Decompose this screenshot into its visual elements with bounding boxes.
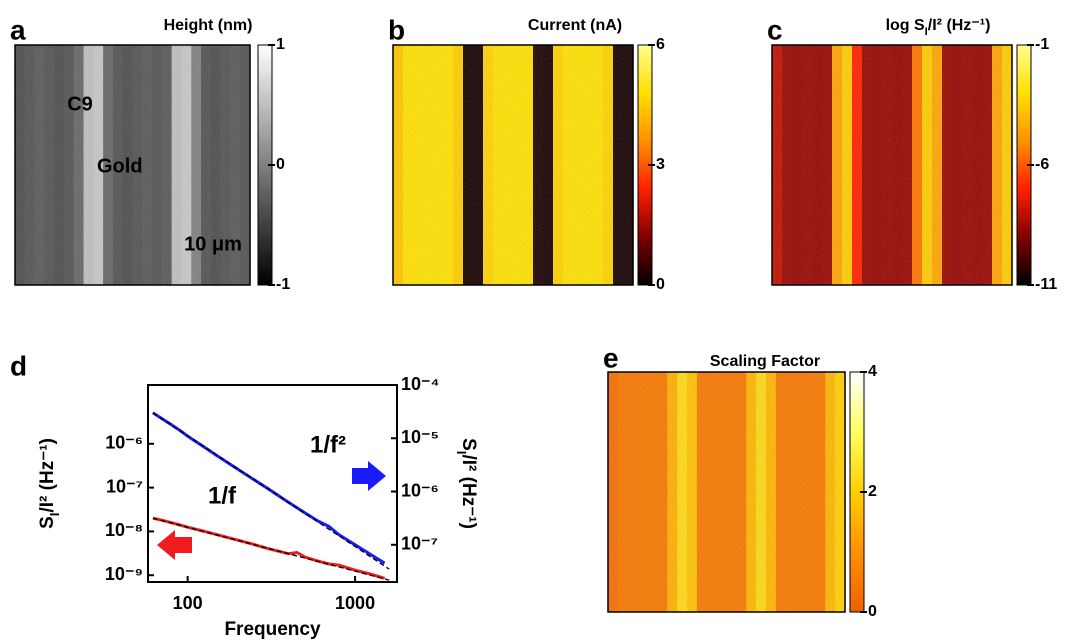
panel-letter: a <box>10 14 26 45</box>
map-texture <box>393 45 633 285</box>
y-axis-label-part: /I² (Hz⁻¹) <box>37 438 58 512</box>
left-axis-arrow <box>157 530 192 560</box>
panel-title: Height (nm) <box>164 17 253 34</box>
y-axis-label-part: I <box>47 513 62 517</box>
x-axis-label: Frequency <box>224 619 321 640</box>
y2-axis-label-part: I <box>454 451 469 455</box>
y2-tick-label: 10⁻⁶ <box>401 480 439 500</box>
map-border <box>771 44 1013 286</box>
y2-axis-label: SI/I² (Hz⁻¹) <box>454 438 479 529</box>
panel-letter: e <box>603 342 619 373</box>
y-tick-label: 10⁻⁷ <box>106 476 143 496</box>
fit-line <box>152 517 390 581</box>
map-annotation: 10 μm <box>184 233 242 255</box>
y-tick-label: 10⁻⁸ <box>105 520 143 540</box>
map-border <box>14 44 251 286</box>
map-border <box>392 44 634 286</box>
curve-annotation: 1/f <box>208 482 237 509</box>
colorbar-tick-label: 1 <box>276 36 285 53</box>
colorbar-tick-label: -6 <box>1035 156 1049 173</box>
map-border <box>607 371 846 613</box>
panel-title: log SI/I² (Hz⁻¹) <box>886 17 991 38</box>
colorbar-tick-label: 0 <box>868 603 877 620</box>
colorbar-tick-label: -11 <box>1035 276 1057 293</box>
y2-tick-label: 10⁻⁴ <box>401 374 439 394</box>
y-tick-label: 10⁻⁹ <box>105 564 143 584</box>
colorbar-tick-label: 0 <box>656 276 665 293</box>
map-texture <box>608 372 845 612</box>
colorbar-tick-label: 2 <box>868 483 877 500</box>
colorbar-tick-label: -1 <box>1035 36 1049 53</box>
panel-title: Scaling Factor <box>710 353 820 370</box>
panel-letter: b <box>388 14 405 45</box>
panel-title-part: /I² (Hz⁻¹) <box>928 17 991 34</box>
colorbar-tick-label: -1 <box>276 276 290 293</box>
y-axis-label: SI/I² (Hz⁻¹) <box>37 438 62 529</box>
x-tick-label: 1000 <box>335 593 375 613</box>
panel-letter: d <box>10 350 27 381</box>
y-tick-label: 10⁻⁶ <box>105 433 143 453</box>
colorbar-tick-label: 3 <box>656 156 665 173</box>
panel-letter: c <box>767 14 783 45</box>
y2-axis-label-part: S <box>458 438 479 451</box>
panel-title-part: log S <box>886 17 925 34</box>
y2-tick-label: 10⁻⁵ <box>401 427 439 447</box>
curve-annotation: 1/f² <box>310 431 346 458</box>
y-axis-label-part: S <box>37 516 58 529</box>
map-texture <box>772 45 1012 285</box>
y2-axis-label-part: /I² (Hz⁻¹) <box>458 454 479 528</box>
right-axis-arrow <box>352 461 386 491</box>
map-annotation: Gold <box>97 155 143 177</box>
panel-title: Current (nA) <box>528 17 622 34</box>
map-texture <box>15 45 250 285</box>
x-tick-label: 100 <box>173 593 203 613</box>
plot-frame <box>147 384 398 583</box>
map-annotation: C9 <box>67 93 93 115</box>
colorbar-tick-label: 0 <box>276 156 285 173</box>
colorbar-tick-label: 6 <box>656 36 665 53</box>
fit-line <box>152 412 390 570</box>
panel-title-part: I <box>925 26 928 38</box>
y2-tick-label: 10⁻⁷ <box>401 534 438 554</box>
colorbar-tick-label: 4 <box>868 363 877 380</box>
